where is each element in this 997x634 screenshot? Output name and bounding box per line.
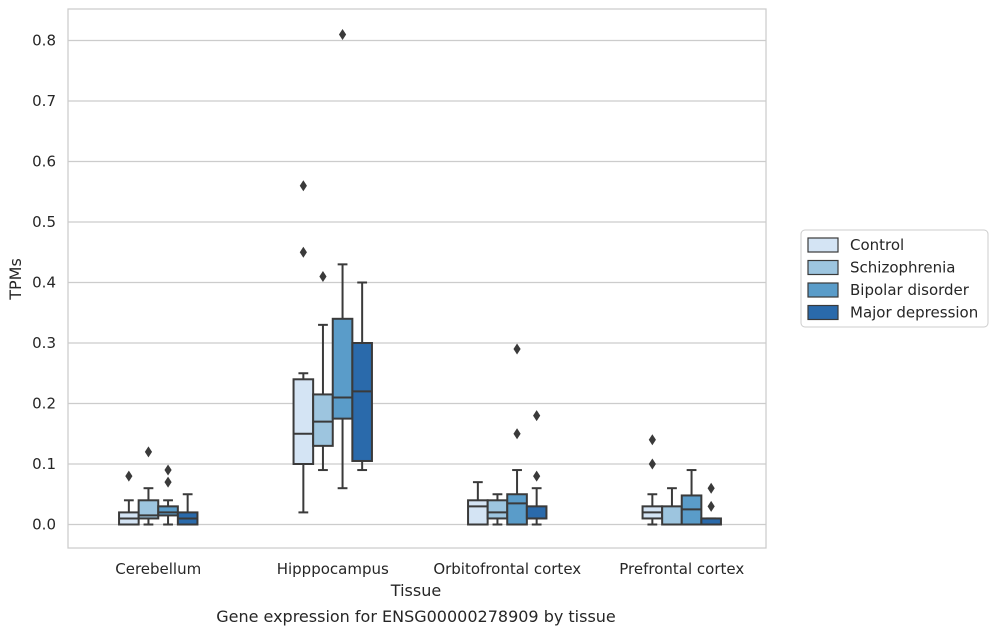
box-body [661, 505, 683, 526]
box [331, 28, 354, 490]
box-body [525, 505, 548, 520]
box-body [331, 317, 354, 420]
box-series [118, 28, 722, 526]
box [312, 270, 334, 472]
box [157, 464, 179, 526]
outlier-point [319, 270, 327, 282]
legend-item: Schizophrenia [807, 259, 955, 277]
box-body [312, 393, 334, 447]
outlier-point [299, 180, 307, 192]
x-tick-label: Hipppocampus [277, 560, 389, 578]
box [176, 493, 199, 526]
legend-swatch [807, 259, 839, 276]
box [641, 434, 664, 526]
gridlines [68, 39, 766, 526]
legend-items: Control Schizophrenia Bipolar disorder Majo… [807, 236, 978, 322]
legend-item: Bipolar disorder [807, 281, 970, 299]
outlier-point [125, 470, 133, 482]
box-body [467, 499, 489, 526]
legend-swatch [807, 282, 839, 298]
legend: Control Schizophrenia Bipolar disorder Majo… [800, 229, 989, 328]
outlier-point [338, 28, 347, 40]
legend-item: Major depression [807, 304, 978, 322]
x-axis-label: Tissue [390, 581, 441, 600]
box [680, 469, 703, 526]
x-axis-ticks: Cerebellum Hipppocampus Orbitofrontal cort… [115, 560, 744, 578]
box-body [351, 342, 373, 462]
outlier-point [299, 246, 307, 258]
outlier-point [164, 476, 172, 488]
box-body [486, 499, 509, 520]
y-tick-label: 0.1 [32, 455, 56, 473]
box-body [292, 378, 315, 465]
outlier-point [707, 482, 715, 494]
box [661, 487, 683, 526]
chart-caption: Gene expression for ENSG00000278909 by t… [216, 607, 616, 626]
outlier-point [648, 458, 656, 470]
plot-area-frame [67, 8, 767, 549]
legend-label: Bipolar disorder [850, 281, 970, 299]
x-tick-label: Orbitofrontal cortex [433, 560, 581, 578]
outlier-point [164, 464, 172, 476]
outlier-point [513, 343, 521, 355]
box [351, 281, 373, 472]
y-tick-label: 0.7 [32, 92, 56, 110]
y-tick-label: 0.0 [32, 516, 56, 534]
y-axis-ticks: 0.0 0.1 0.2 0.3 0.4 0.5 0.6 0.7 0.8 [32, 32, 56, 534]
box [467, 481, 489, 526]
legend-frame [800, 229, 989, 328]
outlier-point [648, 434, 656, 446]
y-tick-label: 0.5 [32, 213, 56, 231]
y-tick-label: 0.6 [32, 153, 56, 171]
box [506, 343, 528, 526]
y-tick-label: 0.8 [32, 32, 56, 50]
legend-label: Major depression [850, 304, 978, 322]
box-body [157, 505, 179, 517]
y-axis-label: TPMs [6, 258, 25, 301]
x-tick-label: Cerebellum [115, 560, 201, 578]
y-tick-label: 0.2 [32, 395, 56, 413]
legend-item: Control [807, 236, 904, 254]
legend-label: Control [850, 236, 904, 254]
box [118, 470, 140, 526]
y-tick-label: 0.4 [32, 274, 56, 292]
box [525, 410, 548, 526]
outlier-point [533, 470, 541, 482]
outlier-point [144, 446, 153, 458]
box [137, 446, 160, 526]
legend-swatch [807, 304, 839, 321]
legend-label: Schizophrenia [850, 259, 955, 277]
box [486, 493, 509, 526]
legend-swatch [807, 237, 839, 253]
y-tick-label: 0.3 [32, 334, 56, 352]
box [700, 482, 722, 526]
outlier-point [513, 428, 521, 440]
outlier-point [707, 500, 715, 512]
box [292, 180, 315, 514]
outlier-point [533, 410, 541, 422]
x-tick-label: Prefrontal cortex [619, 560, 744, 578]
box-body [506, 493, 528, 526]
